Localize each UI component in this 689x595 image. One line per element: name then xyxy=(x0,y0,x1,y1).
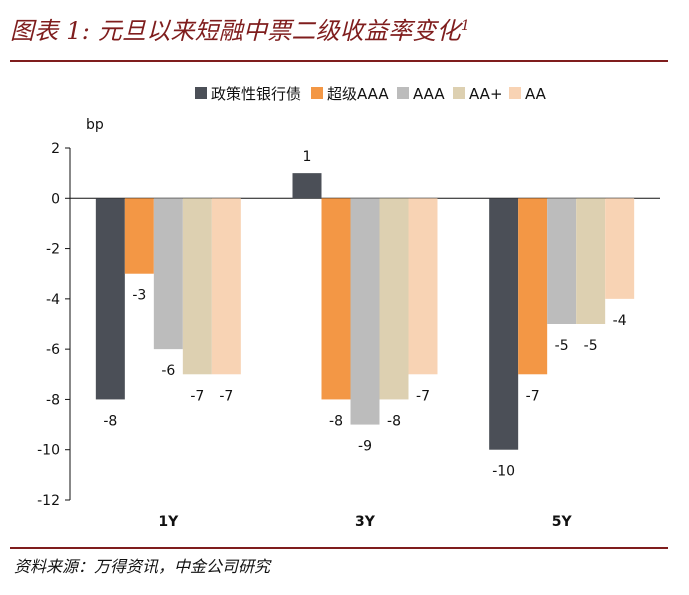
data-label: -8 xyxy=(329,413,343,429)
legend-swatch xyxy=(453,87,465,99)
bar xyxy=(350,198,380,425)
legend-swatch xyxy=(509,87,521,99)
bar xyxy=(379,198,409,400)
x-category-label: 1Y xyxy=(158,514,179,530)
legend-swatch xyxy=(195,87,207,99)
y-tick-label: 2 xyxy=(51,141,60,157)
x-category-label: 3Y xyxy=(355,514,376,530)
title-divider xyxy=(10,60,668,62)
chart-title: 图表 1: 元旦以来短融中票二级收益率变化1 xyxy=(10,16,470,46)
bar xyxy=(211,198,241,375)
bar xyxy=(153,198,183,350)
legend: 政策性银行债 超级AAA AAA AA+ AA xyxy=(195,85,547,103)
legend-swatch xyxy=(397,87,409,99)
y-tick-label: -2 xyxy=(46,242,60,258)
bars xyxy=(95,173,635,450)
bar xyxy=(408,198,438,375)
y-tick-label: -6 xyxy=(46,342,60,358)
data-label: -5 xyxy=(555,338,569,354)
data-label: -7 xyxy=(219,388,233,404)
legend-swatch xyxy=(311,87,323,99)
source-divider xyxy=(10,547,668,549)
data-label: -4 xyxy=(613,313,627,329)
y-tick-label: -12 xyxy=(37,493,60,509)
legend-label: AAA xyxy=(413,85,445,103)
data-label: -9 xyxy=(358,439,372,455)
data-label: -7 xyxy=(526,388,540,404)
data-label: -6 xyxy=(161,363,175,379)
data-label: -8 xyxy=(103,413,117,429)
y-axis-unit-label: bp xyxy=(86,117,104,133)
bar xyxy=(292,173,322,199)
legend-label: AA+ xyxy=(469,85,503,103)
bar xyxy=(518,198,548,375)
chart-title-text: 图表 1: 元旦以来短融中票二级收益率变化 xyxy=(10,17,461,45)
y-tick-label: -4 xyxy=(46,292,60,308)
legend-label: 政策性银行债 xyxy=(211,85,301,103)
data-label: -10 xyxy=(492,464,515,480)
data-label: -8 xyxy=(387,413,401,429)
bar xyxy=(124,198,154,274)
data-label: -7 xyxy=(416,388,430,404)
y-tick-label: 0 xyxy=(51,191,60,207)
bar xyxy=(576,198,606,324)
data-labels: -8 -3 -6 -7 -7 1 -8 -9 -8 -7 -10 -7 -5 -5 -4 xyxy=(103,149,626,480)
bar xyxy=(547,198,577,324)
data-label: -5 xyxy=(584,338,598,354)
bar xyxy=(321,198,351,400)
y-tick-label: -8 xyxy=(46,392,60,408)
bar xyxy=(605,198,635,299)
bar xyxy=(95,198,125,400)
y-tick-label: -10 xyxy=(37,443,60,459)
data-label: -3 xyxy=(132,288,146,304)
bar xyxy=(182,198,212,375)
x-category-label: 5Y xyxy=(552,514,573,530)
legend-label: AA xyxy=(525,85,547,103)
data-label: -7 xyxy=(190,388,204,404)
axes: bp 2 0 -2 -4 -6 -8 -10 -12 1Y 3Y 5Y xyxy=(37,117,660,530)
source-note: 资料来源：万得资讯，中金公司研究 xyxy=(14,557,271,576)
data-label: 1 xyxy=(303,149,312,165)
legend-label: 超级AAA xyxy=(327,85,389,103)
bar xyxy=(489,198,519,450)
title-footnote-marker: 1 xyxy=(460,18,470,34)
